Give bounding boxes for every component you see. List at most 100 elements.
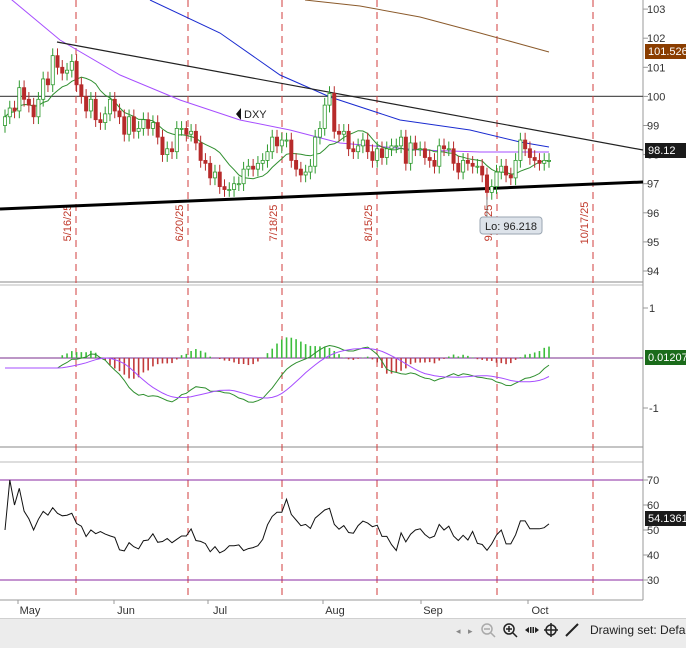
candle[interactable] — [542, 153, 547, 171]
candle[interactable] — [251, 158, 256, 177]
candle[interactable] — [322, 97, 327, 136]
descending-trendline[interactable] — [56, 41, 644, 151]
candle[interactable] — [379, 141, 384, 165]
candle[interactable] — [442, 138, 447, 157]
blue-moving-average[interactable] — [149, 0, 550, 148]
candle[interactable] — [69, 54, 74, 78]
candle[interactable] — [365, 132, 370, 159]
candle[interactable] — [317, 121, 322, 145]
candle[interactable] — [332, 86, 337, 139]
candle[interactable] — [45, 71, 50, 93]
candle[interactable] — [74, 54, 79, 93]
zoom-out-icon[interactable] — [478, 622, 498, 642]
candle[interactable] — [298, 161, 303, 183]
candle[interactable] — [523, 132, 528, 157]
candle[interactable] — [489, 179, 494, 200]
candle[interactable] — [203, 153, 208, 171]
candle[interactable] — [170, 141, 175, 159]
candle[interactable] — [279, 132, 284, 154]
brown-moving-average[interactable] — [304, 0, 550, 53]
pan-icon[interactable] — [522, 622, 542, 642]
candle[interactable] — [208, 156, 213, 186]
candle[interactable] — [375, 141, 380, 168]
candle[interactable] — [270, 129, 275, 159]
candle[interactable] — [31, 97, 36, 125]
candle[interactable] — [103, 106, 108, 130]
lo-callout-box[interactable] — [479, 216, 543, 235]
candle[interactable] — [527, 141, 532, 165]
candle[interactable] — [351, 141, 356, 159]
candle[interactable] — [518, 132, 523, 168]
zoom-in-icon[interactable] — [500, 622, 520, 642]
purple-moving-average[interactable] — [0, 0, 549, 153]
candle[interactable] — [294, 153, 299, 177]
candle[interactable] — [265, 144, 270, 168]
candle[interactable] — [217, 164, 222, 194]
candle[interactable] — [484, 167, 489, 200]
crosshair-icon[interactable] — [541, 622, 561, 642]
candle[interactable] — [222, 179, 227, 197]
candle[interactable] — [246, 158, 251, 177]
candle[interactable] — [537, 153, 542, 171]
candle[interactable] — [494, 164, 499, 194]
candle[interactable] — [189, 124, 194, 142]
candle[interactable] — [480, 158, 485, 183]
candle[interactable] — [117, 103, 122, 125]
candle[interactable] — [446, 141, 451, 157]
candle[interactable] — [413, 135, 418, 157]
candle[interactable] — [41, 71, 46, 107]
candle[interactable] — [284, 132, 289, 148]
macd-line[interactable] — [5, 344, 550, 403]
candle[interactable] — [227, 182, 232, 197]
candle[interactable] — [146, 112, 151, 136]
candle[interactable] — [461, 153, 466, 180]
candle[interactable] — [174, 121, 179, 159]
candle[interactable] — [184, 121, 189, 142]
candle[interactable] — [60, 60, 65, 81]
candle[interactable] — [107, 92, 112, 122]
ascending-trendline[interactable] — [0, 180, 644, 211]
candle[interactable] — [356, 138, 361, 159]
candle[interactable] — [504, 158, 509, 183]
candle[interactable] — [260, 153, 265, 171]
candle[interactable] — [7, 100, 12, 125]
candle[interactable] — [84, 89, 89, 119]
candle[interactable] — [399, 129, 404, 154]
candle[interactable] — [236, 176, 241, 191]
candle[interactable] — [313, 129, 318, 174]
candle[interactable] — [508, 167, 513, 186]
candle[interactable] — [165, 141, 170, 162]
candle[interactable] — [327, 86, 332, 113]
candle[interactable] — [346, 124, 351, 157]
candle[interactable] — [232, 176, 237, 197]
candle[interactable] — [360, 132, 365, 154]
candle[interactable] — [337, 124, 342, 142]
candle[interactable] — [274, 129, 279, 154]
candle[interactable] — [532, 150, 537, 168]
macd-signal-line[interactable] — [5, 348, 550, 399]
scroll-right-icon[interactable]: ▸ — [468, 626, 473, 636]
candle[interactable] — [465, 153, 470, 171]
candle[interactable] — [389, 138, 394, 157]
chart-canvas[interactable]: 5/16/256/20/257/18/258/15/259/19/2510/17… — [0, 0, 686, 618]
candle[interactable] — [93, 92, 98, 127]
candle[interactable] — [547, 153, 552, 168]
candle[interactable] — [65, 62, 70, 81]
candle[interactable] — [241, 161, 246, 191]
candle[interactable] — [98, 112, 103, 130]
scroll-left-icon[interactable]: ◂ — [456, 626, 461, 636]
candle[interactable] — [475, 158, 480, 174]
candle[interactable] — [341, 124, 346, 142]
drawing-set-label[interactable]: Drawing set: Defau — [590, 623, 686, 637]
candle[interactable] — [212, 164, 217, 186]
candle[interactable] — [427, 150, 432, 168]
candle[interactable] — [451, 141, 456, 171]
candle[interactable] — [384, 141, 389, 165]
candle[interactable] — [127, 109, 132, 142]
candle[interactable] — [136, 121, 141, 139]
candle[interactable] — [22, 80, 27, 107]
candle[interactable] — [79, 77, 84, 104]
candle[interactable] — [193, 124, 198, 151]
candle[interactable] — [50, 48, 55, 93]
candle[interactable] — [408, 135, 413, 171]
